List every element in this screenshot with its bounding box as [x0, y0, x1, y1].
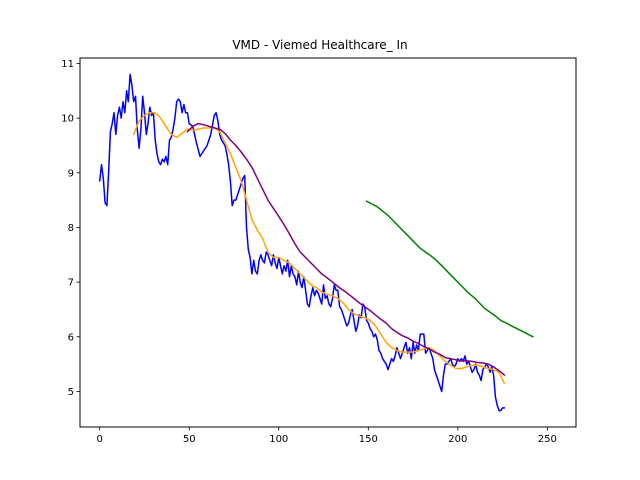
- y-tick-label: 5: [68, 387, 74, 398]
- y-axis: 5 6 7 8 9 10 11: [61, 59, 80, 398]
- plot-frame: [79, 57, 577, 428]
- chart-title: VMD - Viemed Healthcare_ In: [232, 38, 407, 52]
- y-tick-label: 7: [68, 278, 74, 289]
- y-tick-label: 9: [68, 168, 74, 179]
- series-line-3: [186, 122, 506, 376]
- plot-lines: [98, 73, 534, 412]
- series-line-2: [132, 111, 506, 385]
- y-tick-label: 11: [61, 59, 74, 70]
- y-tick-label: 6: [68, 332, 74, 343]
- x-tick-label: 250: [538, 434, 557, 445]
- x-tick-label: 100: [269, 434, 288, 445]
- y-tick-label: 8: [68, 223, 74, 234]
- x-tick-label: 150: [359, 434, 378, 445]
- series-line-1: [98, 73, 506, 412]
- x-tick-label: 200: [448, 434, 467, 445]
- x-tick-label: 50: [183, 434, 196, 445]
- x-tick-label: 0: [97, 434, 103, 445]
- series-line-4: [365, 200, 534, 338]
- x-axis: 0 50 100 150 200 250: [97, 427, 557, 445]
- y-tick-label: 10: [61, 114, 74, 125]
